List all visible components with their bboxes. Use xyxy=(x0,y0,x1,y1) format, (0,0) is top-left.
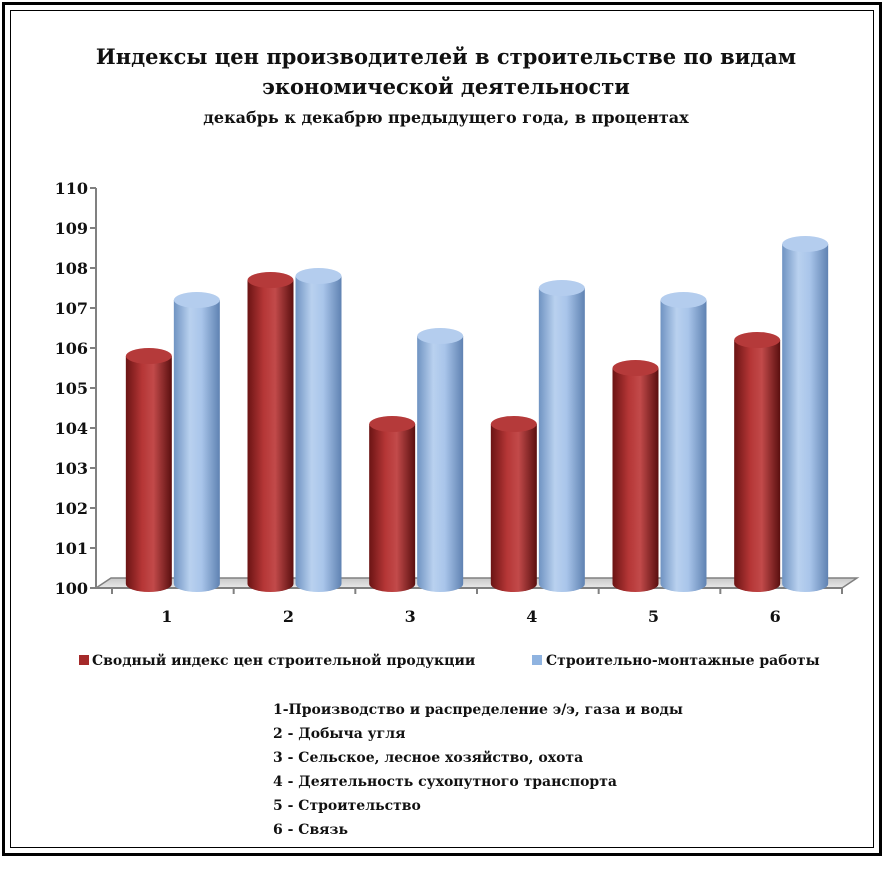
legend-label-series-1: Сводный индекс цен строительной продукци… xyxy=(92,652,475,669)
category-note-5: 5 - Строительство xyxy=(273,798,421,814)
bar-cylinder-body xyxy=(734,340,781,592)
x-tick-label: 2 xyxy=(283,607,294,626)
bar-cylinder-body xyxy=(295,276,342,592)
bar-series-1-category-4 xyxy=(490,416,537,592)
y-tick-label: 101 xyxy=(55,539,88,558)
bar-series-1-category-5 xyxy=(612,360,659,592)
bar-series-2-category-6 xyxy=(782,236,829,592)
y-tick-label: 106 xyxy=(55,339,88,358)
y-axis-ticks: 100 101 102 103 104 105 106 107 108 109 110 xyxy=(55,179,96,598)
legend-label-series-2: Строительно-монтажные работы xyxy=(546,653,820,669)
bar-cylinder-top xyxy=(612,360,659,376)
category-note-3: 3 - Сельское, лесное хозяйство, охота xyxy=(273,749,583,766)
x-tick-label: 1 xyxy=(161,607,172,626)
bar-series-2-category-5 xyxy=(660,292,707,592)
bar-series-1-category-1 xyxy=(125,348,172,592)
y-tick-label: 108 xyxy=(55,259,88,278)
category-note-2: 2 - Добыча угля xyxy=(273,726,405,742)
bar-series-2-category-2 xyxy=(295,268,342,592)
x-tick-label: 3 xyxy=(405,607,416,626)
x-axis-ticks: 1 2 3 4 5 6 xyxy=(111,588,843,626)
bar-cylinder-top xyxy=(490,416,537,432)
bar-cylinder-body xyxy=(660,300,707,592)
bar-cylinder-top xyxy=(417,328,464,344)
category-note-6: 6 - Связь xyxy=(273,822,348,838)
bar-series-1-category-2 xyxy=(247,272,294,592)
bar-cylinder-body xyxy=(247,280,294,592)
bar-cylinder-body xyxy=(490,424,537,592)
y-tick-label: 104 xyxy=(55,419,88,438)
y-tick-label: 100 xyxy=(55,579,88,598)
bar-cylinder-top xyxy=(782,236,829,252)
chart-title-line-2: экономической деятельности xyxy=(262,74,630,99)
y-tick-label: 107 xyxy=(55,299,88,318)
y-tick-label: 110 xyxy=(55,179,88,198)
chart-legend: Сводный индекс цен строительной продукци… xyxy=(79,652,820,669)
bar-cylinder-body xyxy=(369,424,416,592)
bar-cylinder-body xyxy=(125,356,172,592)
bar-series-2-category-4 xyxy=(538,280,585,592)
bar-cylinder-top xyxy=(125,348,172,364)
bar-cylinder-top xyxy=(734,332,781,348)
bar-cylinder-body xyxy=(612,368,659,592)
bar-series-2-category-3 xyxy=(417,328,464,592)
bar-cylinder-top xyxy=(538,280,585,296)
category-notes: 1-Производство и распределение э/э, газа… xyxy=(273,702,683,838)
legend-swatch-series-1 xyxy=(79,655,89,665)
bar-cylinder-body xyxy=(417,336,464,592)
x-tick-label: 6 xyxy=(770,607,781,626)
chart-subtitle: декабрь к декабрю предыдущего года, в пр… xyxy=(203,108,689,127)
bar-cylinder-top xyxy=(247,272,294,288)
y-tick-label: 105 xyxy=(55,379,88,398)
bar-cylinder-top xyxy=(295,268,342,284)
y-tick-label: 109 xyxy=(55,219,88,238)
category-note-1: 1-Производство и распределение э/э, газа… xyxy=(273,702,683,718)
chart-frame-inner-border xyxy=(10,10,874,848)
bar-cylinder-top xyxy=(660,292,707,308)
x-tick-label: 4 xyxy=(526,607,537,626)
bar-cylinder-body xyxy=(782,244,829,592)
bar-cylinder-body xyxy=(173,300,220,592)
bar-series-2-category-1 xyxy=(173,292,220,592)
y-tick-label: 103 xyxy=(55,459,88,478)
bar-cylinder-body xyxy=(538,288,585,592)
x-tick-label: 5 xyxy=(648,607,659,626)
y-tick-label: 102 xyxy=(55,499,88,518)
category-note-4: 4 - Деятельность сухопутного транспорта xyxy=(273,774,617,790)
bar-cylinder-top xyxy=(173,292,220,308)
chart-title-line-1: Индексы цен производителей в строительст… xyxy=(96,44,796,69)
legend-swatch-series-2 xyxy=(532,655,542,665)
bar-cylinder-top xyxy=(369,416,416,432)
bar-series-1-category-3 xyxy=(369,416,416,592)
bar-series-1-category-6 xyxy=(734,332,781,592)
chart-bars xyxy=(125,236,829,592)
